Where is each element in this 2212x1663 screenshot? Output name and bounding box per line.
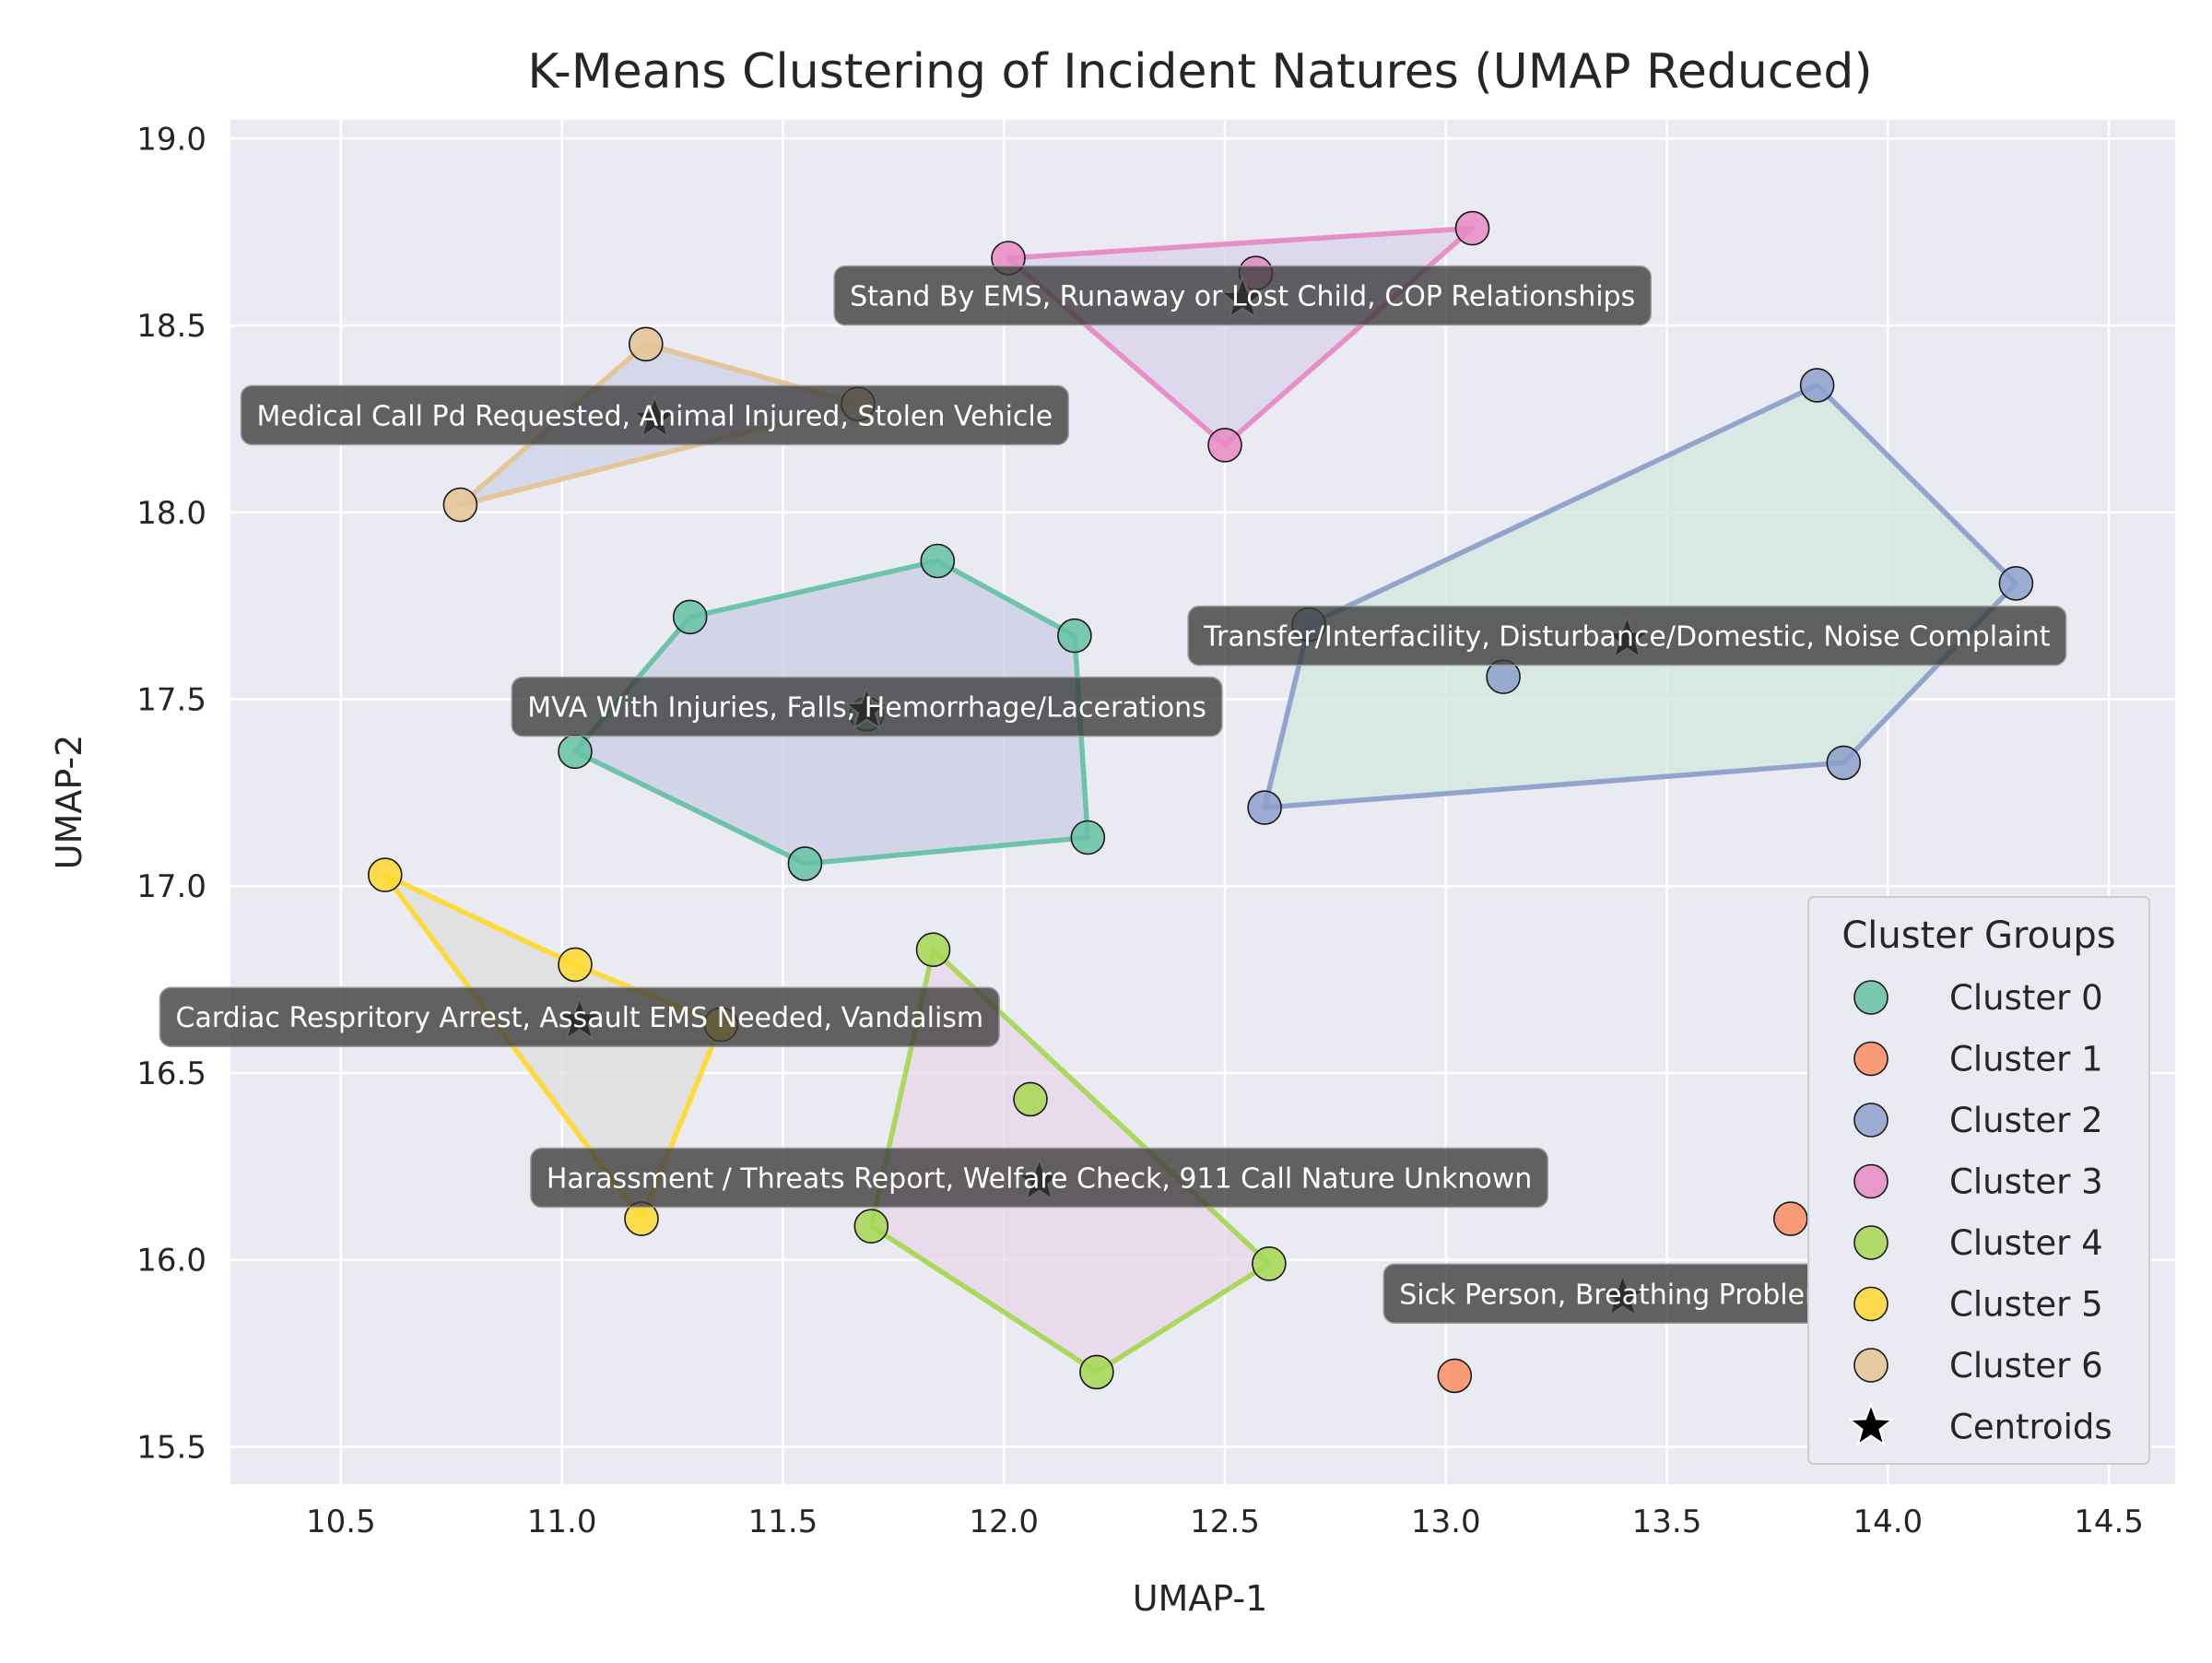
tick-labels: 10.5 11.0 11.5 12.0 12.5 13.0 13.5 14.0 14.5 15.5… xyxy=(136,121,2144,1540)
data-point xyxy=(1826,745,1862,781)
y-tick-label: 18.5 xyxy=(136,308,206,345)
data-point xyxy=(915,932,951,967)
x-tick-label: 12.5 xyxy=(1190,1504,1260,1540)
x-tick-label: 10.5 xyxy=(306,1504,376,1540)
x-tick-label: 14.5 xyxy=(2074,1504,2144,1540)
centroid-annotation: Stand By EMS, Runaway or Lost Child, COP… xyxy=(833,265,1653,326)
data-point xyxy=(1207,427,1242,463)
legend-label: Cluster 5 xyxy=(1949,1285,2103,1325)
y-tick-label: 17.5 xyxy=(136,681,206,718)
legend: Cluster Groups Cluster 0 Cluster 1 Cluster… xyxy=(1807,896,2150,1465)
data-point xyxy=(1057,618,1092,654)
annotation-label: Transfer/Interfacility, Disturbance/Dome… xyxy=(1203,621,2051,654)
y-tick-label: 17.0 xyxy=(136,868,206,905)
centroid-annotations: MVA With Injuries, Falls, Hemorrhage/Lac… xyxy=(159,265,2067,1325)
annotation-box xyxy=(530,1147,1549,1209)
annotation-label: Stand By EMS, Runaway or Lost Child, COP… xyxy=(850,281,1635,313)
data-point xyxy=(853,1209,889,1244)
data-point xyxy=(1252,1246,1287,1281)
cluster-hull-outline xyxy=(1006,225,1476,448)
x-tick-label: 11.0 xyxy=(527,1504,597,1540)
data-point xyxy=(1454,210,1490,246)
y-tick-label: 15.5 xyxy=(136,1429,206,1466)
centroid-annotation: Harassment / Threats Report, Welfare Che… xyxy=(530,1147,1549,1209)
annotation-box xyxy=(833,265,1653,326)
annotation-label: Sick Person, Breathing Problems xyxy=(1399,1279,1846,1311)
data-point xyxy=(1799,368,1835,403)
y-axis-title: UMAP-2 xyxy=(49,735,89,870)
centroid-annotation: Sick Person, Breathing Problems xyxy=(1382,1263,1863,1325)
data-point xyxy=(558,947,593,983)
legend-label-centroids: Centroids xyxy=(1949,1408,2112,1447)
x-tick-label: 11.5 xyxy=(748,1504,818,1540)
legend-marker xyxy=(1853,1103,1888,1138)
legend-marker xyxy=(1853,1225,1888,1260)
y-tick-label: 16.0 xyxy=(136,1243,206,1280)
legend-marker xyxy=(1853,1286,1888,1322)
annotation-box xyxy=(511,676,1223,737)
legend-marker xyxy=(1853,980,1888,1015)
x-axis-title: UMAP-1 xyxy=(1133,1578,1268,1619)
centroid-annotation: Transfer/Interfacility, Disturbance/Dome… xyxy=(1187,605,2067,666)
x-tick-label: 14.0 xyxy=(1853,1504,1923,1540)
data-point xyxy=(672,599,708,635)
legend-marker xyxy=(1853,1041,1888,1077)
annotation-box xyxy=(159,986,1000,1047)
centroid-annotation: Medical Call Pd Requested, Animal Injure… xyxy=(240,384,1069,446)
legend-centroid-marker xyxy=(1847,1401,1895,1447)
legend-label: Cluster 0 xyxy=(1949,978,2103,1018)
data-point xyxy=(1247,790,1282,825)
data-point xyxy=(1070,820,1106,855)
chart-title: K-Means Clustering of Incident Natures (… xyxy=(527,44,1872,100)
data-point xyxy=(1013,1081,1048,1117)
centroid-annotation: Cardiac Respritory Arrest, Assault EMS N… xyxy=(159,986,1000,1047)
data-point xyxy=(787,846,823,881)
annotation-label: Harassment / Threats Report, Welfare Che… xyxy=(547,1163,1532,1196)
annotation-label: MVA With Injuries, Falls, Hemorrhage/Lac… xyxy=(527,692,1206,725)
data-point xyxy=(1437,1358,1473,1394)
legend-label: Cluster 1 xyxy=(1949,1040,2103,1079)
legend-marker xyxy=(1853,1163,1888,1199)
legend-label: Cluster 3 xyxy=(1949,1162,2103,1202)
annotation-label: Cardiac Respritory Arrest, Assault EMS N… xyxy=(176,1002,984,1034)
data-point xyxy=(1079,1354,1114,1390)
annotation-box xyxy=(1187,605,2067,666)
y-tick-label: 16.5 xyxy=(136,1056,206,1092)
x-tick-label: 13.5 xyxy=(1632,1504,1702,1540)
data-point xyxy=(1998,565,2034,601)
legend-title: Cluster Groups xyxy=(1841,914,2115,957)
data-point xyxy=(628,326,664,362)
y-tick-label: 18.0 xyxy=(136,495,206,532)
data-point xyxy=(920,543,956,579)
data-point xyxy=(442,487,478,523)
data-point xyxy=(1773,1201,1808,1236)
legend-label: Cluster 4 xyxy=(1949,1223,2103,1263)
x-tick-label: 12.0 xyxy=(969,1504,1039,1540)
x-tick-label: 13.0 xyxy=(1411,1504,1481,1540)
data-point xyxy=(558,734,593,770)
legend-label: Cluster 2 xyxy=(1949,1101,2103,1140)
annotation-box xyxy=(240,384,1069,446)
legend-box xyxy=(1807,896,2150,1465)
data-point xyxy=(367,857,403,892)
legend-label: Cluster 6 xyxy=(1949,1346,2103,1386)
legend-marker xyxy=(1853,1348,1888,1383)
centroid-annotation: MVA With Injuries, Falls, Hemorrhage/Lac… xyxy=(511,676,1223,737)
y-tick-label: 19.0 xyxy=(136,121,206,158)
cluster-hull-fill xyxy=(1265,384,2017,808)
annotation-label: Medical Call Pd Requested, Animal Injure… xyxy=(257,400,1053,432)
